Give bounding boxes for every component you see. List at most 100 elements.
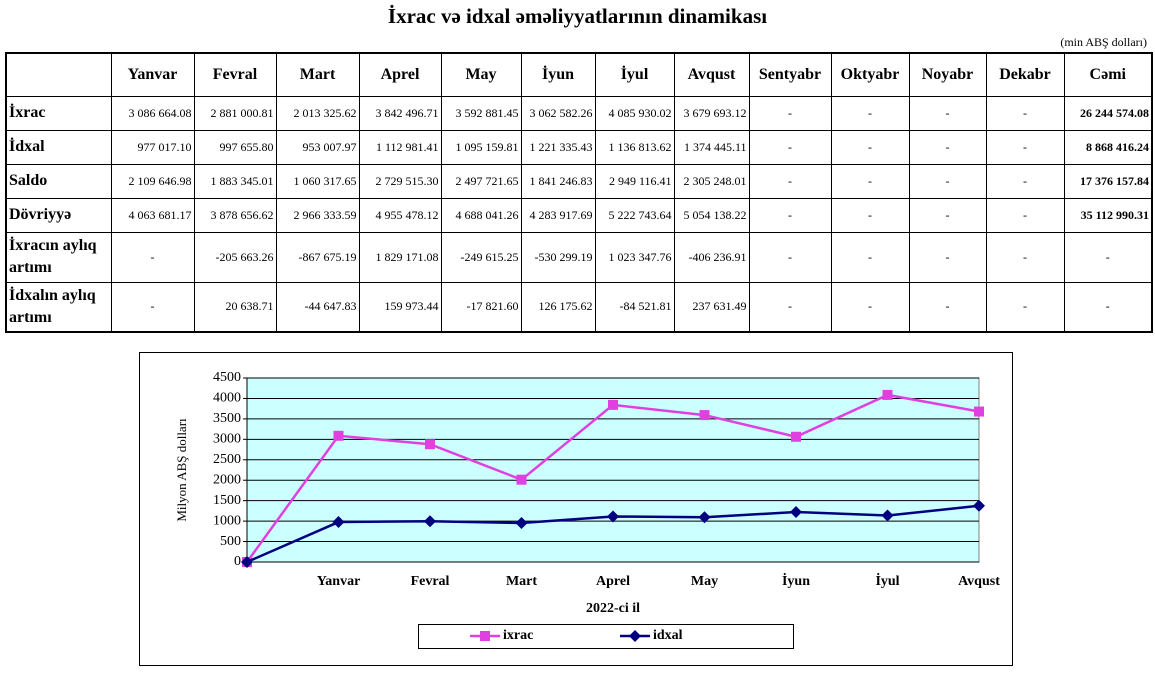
- column-header: Oktyabr: [830, 52, 910, 97]
- cell: -: [830, 129, 910, 165]
- row-label: İxrac: [5, 95, 112, 131]
- marker: [515, 517, 528, 530]
- y-tick-label: 0: [234, 554, 241, 569]
- marker: [881, 509, 894, 522]
- cell: 997 655.80: [193, 129, 277, 165]
- cell: -867 675.19: [275, 231, 360, 283]
- x-tick-label: Yanvar: [317, 574, 361, 589]
- y-tick-label: 4000: [213, 391, 241, 406]
- cell: 20 638.71: [193, 281, 277, 333]
- cell: 35 112 990.31: [1063, 197, 1153, 233]
- cell: -: [908, 163, 987, 199]
- cell: 2 013 325.62: [275, 95, 360, 131]
- y-tick-label: 1500: [213, 493, 241, 508]
- cell: 17 376 157.84: [1063, 163, 1153, 199]
- y-tick-label: 4500: [213, 370, 241, 385]
- cell: -: [748, 281, 832, 333]
- y-tick-label: 3000: [213, 432, 241, 447]
- cell: -: [1063, 281, 1153, 333]
- cell: -: [908, 129, 987, 165]
- cell: -: [110, 231, 195, 283]
- table-row: İxracın aylıq artımı - -205 663.26 -867 675…: [5, 231, 1153, 283]
- cell: -84 521.81: [594, 281, 675, 333]
- cell: 2 305 248.01: [673, 163, 750, 199]
- cell: -44 647.83: [275, 281, 360, 333]
- x-tick-label: Mart: [506, 574, 537, 589]
- cell: 5 054 138.22: [673, 197, 750, 233]
- cell: 26 244 574.08: [1063, 95, 1153, 131]
- title: İxrac və idxal əməliyyatlarının dinamika…: [387, 4, 768, 28]
- x-tick-label: May: [691, 574, 718, 589]
- y-tick-label: 2500: [213, 452, 241, 467]
- y-tick-label: 1000: [213, 513, 241, 528]
- table-row: İdxal 977 017.10 997 655.80 953 007.97 1 112…: [5, 129, 1153, 165]
- legend-label: idxal: [653, 628, 683, 643]
- column-header: Cəmi: [1063, 52, 1153, 97]
- cell: -: [908, 281, 987, 333]
- table-row: Saldo 2 109 646.98 1 883 345.01 1 060 317.6…: [5, 163, 1153, 199]
- y-tick-label: 500: [220, 534, 241, 549]
- cell: 4 085 930.02: [594, 95, 675, 131]
- corner-cell: [5, 52, 112, 97]
- cell: -: [1063, 231, 1153, 283]
- marker: [516, 474, 527, 485]
- row-label: Dövriyyə: [5, 197, 112, 233]
- header-row: Yanvar Fevral Mart Aprel May İyun İyul Avqust Se…: [5, 52, 1153, 97]
- cell: 1 374 445.11: [673, 129, 750, 165]
- cell: -: [830, 281, 910, 333]
- x-tick-label: İyul: [875, 572, 899, 589]
- marker: [698, 511, 711, 524]
- row-label: İdxalın aylıq artımı: [5, 281, 112, 333]
- cell: -: [748, 231, 832, 283]
- table-row: İdxalın aylıq artımı -20 638.71 -44 647.83…: [5, 281, 1153, 333]
- cell: 126 175.62: [520, 281, 596, 333]
- y-tick-label: 2000: [213, 472, 241, 487]
- cell: 2 109 646.98: [110, 163, 195, 199]
- table-row: Dövriyyə 4 063 681.17 3 878 656.62 2 966 33…: [5, 197, 1153, 233]
- cell: 237 631.49: [673, 281, 750, 333]
- row-label: Saldo: [5, 163, 112, 199]
- marker: [480, 631, 490, 641]
- marker: [607, 510, 619, 523]
- cell: -: [985, 163, 1065, 199]
- cell: 4 063 681.17: [110, 197, 195, 233]
- marker: [424, 515, 436, 528]
- cell: 1 221 335.43: [520, 129, 596, 165]
- cell: 3 878 656.62: [193, 197, 277, 233]
- marker: [790, 506, 802, 519]
- cell: 2 949 116.41: [594, 163, 675, 199]
- cell: -: [908, 197, 987, 233]
- cell: 1 829 171.08: [358, 231, 442, 283]
- x-tick-label: Avqust: [958, 574, 1000, 589]
- cell: -: [985, 95, 1065, 131]
- cell: -: [985, 281, 1065, 333]
- marker: [629, 630, 641, 642]
- cell: 1 060 317.65: [275, 163, 360, 199]
- marker: [608, 399, 618, 410]
- unit-note: (min ABŞ dolları): [1060, 35, 1147, 49]
- legend-label: ixrac: [503, 628, 533, 643]
- marker: [333, 430, 344, 441]
- cell: 3 842 496.71: [358, 95, 442, 131]
- column-header: Fevral: [193, 52, 277, 97]
- table: Yanvar Fevral Mart Aprel May İyun İyul Avqust Se…: [5, 52, 1153, 333]
- marker: [332, 516, 345, 529]
- cell: 3 679 693.12: [673, 95, 750, 131]
- marker: [973, 499, 985, 512]
- y-axis-label: Milyon ABŞ dolları: [174, 418, 189, 522]
- cell: -530 299.19: [520, 231, 596, 283]
- cell: -249 615.25: [440, 231, 522, 283]
- cell: -: [110, 281, 195, 333]
- y-tick-label: 3500: [213, 411, 241, 426]
- cell: 2 881 000.81: [193, 95, 277, 131]
- marker: [974, 406, 984, 417]
- marker: [791, 431, 801, 442]
- x-tick-label: İyun: [782, 572, 810, 589]
- x-tick-label: Fevral: [411, 574, 450, 589]
- x-tick-label: Aprel: [596, 574, 630, 589]
- marker: [241, 556, 253, 568]
- cell: 2 497 721.65: [440, 163, 522, 199]
- x-axis-label: 2022-ci il: [586, 601, 640, 616]
- cell: -17 821.60: [440, 281, 522, 333]
